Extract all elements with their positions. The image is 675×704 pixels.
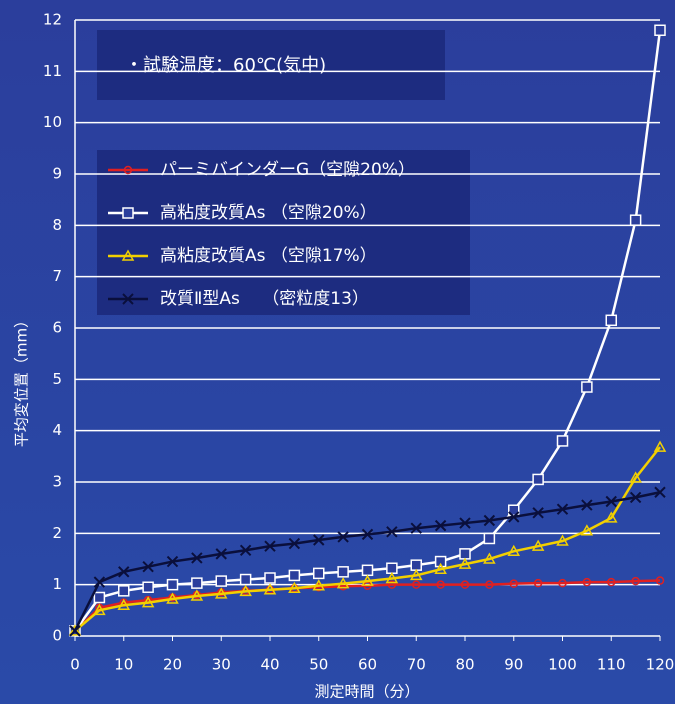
marker [655, 25, 665, 35]
y-tick-label: 2 [52, 524, 62, 542]
y-tick-label: 5 [52, 370, 62, 388]
marker [143, 582, 153, 592]
y-tick-label: 9 [52, 165, 62, 183]
marker [460, 549, 470, 559]
y-tick-label: 4 [52, 421, 62, 439]
y-axis-label: 平均変位置（mm） [13, 313, 31, 447]
marker [558, 436, 568, 446]
marker [533, 474, 543, 484]
y-tick-label: 7 [52, 267, 62, 285]
marker [168, 580, 178, 590]
legend-label: 高粘度改質As （空隙20%） [160, 203, 377, 223]
y-tick-label: 3 [52, 473, 62, 491]
legend-label: 高粘度改質As （空隙17%） [160, 246, 377, 266]
annotation: ・試験温度：60℃(気中) [125, 55, 326, 76]
x-tick-label: 30 [212, 656, 231, 674]
y-tick-label: 8 [52, 216, 62, 234]
marker [387, 563, 397, 573]
y-tick-label: 1 [52, 575, 62, 593]
marker [289, 570, 299, 580]
marker [314, 568, 324, 578]
chart: ・試験温度：60℃(気中) 平均変位置（mm） 測定時間（分） 01234567… [0, 0, 675, 704]
x-tick-label: 60 [358, 656, 377, 674]
marker [216, 576, 226, 586]
y-tick-label: 6 [52, 319, 62, 337]
x-tick-label: 90 [504, 656, 523, 674]
marker [119, 586, 129, 596]
marker [484, 533, 494, 543]
marker [241, 575, 251, 585]
y-tick-label: 10 [43, 113, 62, 131]
y-tick-label: 0 [52, 627, 62, 645]
marker [631, 215, 641, 225]
marker [363, 565, 373, 575]
marker [94, 593, 104, 603]
marker [192, 578, 202, 588]
x-tick-label: 50 [309, 656, 328, 674]
y-tick-label: 12 [43, 11, 62, 29]
x-axis-label: 測定時間（分） [314, 683, 419, 701]
x-tick-label: 0 [70, 656, 80, 674]
marker [123, 208, 133, 218]
x-tick-label: 20 [163, 656, 182, 674]
x-tick-label: 110 [597, 656, 626, 674]
x-tick-label: 100 [548, 656, 577, 674]
y-tick-label: 11 [43, 62, 62, 80]
marker [265, 573, 275, 583]
x-tick-label: 70 [407, 656, 426, 674]
x-tick-label: 10 [114, 656, 133, 674]
marker [606, 315, 616, 325]
x-tick-label: 120 [646, 656, 675, 674]
legend-label: パーミバインダーG（空隙20%） [160, 160, 415, 180]
x-tick-label: 40 [260, 656, 279, 674]
marker [411, 560, 421, 570]
marker [338, 567, 348, 577]
legend-label: 改質Ⅱ型As （密粒度13） [160, 289, 369, 309]
marker [582, 382, 592, 392]
x-tick-label: 80 [455, 656, 474, 674]
